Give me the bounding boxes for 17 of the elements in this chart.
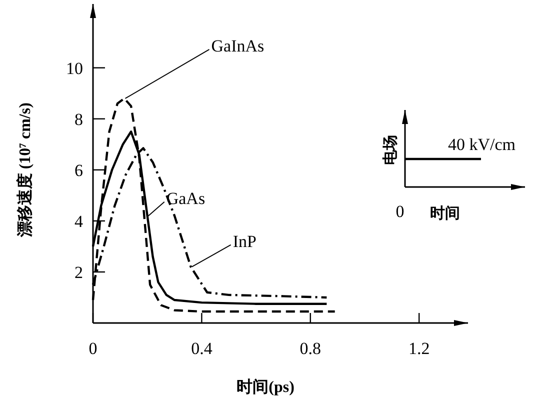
y-tick-label: 4 (74, 212, 84, 231)
y-tick-label: 2 (74, 262, 83, 282)
text: 电场 (382, 135, 399, 165)
text: GaInAs (211, 36, 264, 56)
x-tick-label: 0 (88, 339, 98, 358)
x-tick-label: 0.4 (191, 339, 213, 358)
text: InP (232, 232, 256, 251)
y-tick-label: 6 (74, 160, 83, 180)
x-tick-label: 1.2 (408, 339, 430, 358)
y-tick-label: 10 (66, 58, 83, 78)
y-axis-title: 漂移速度 (10⁷ cm/s) (15, 102, 34, 238)
text: 时间 (430, 205, 460, 222)
annotation: 0 (396, 202, 404, 221)
y-tick-label: 8 (74, 110, 83, 129)
x-axis-title: 时间(ps) (236, 378, 294, 396)
annotation: 40 kV/cm (448, 135, 516, 154)
x-tick-label: 0.8 (300, 339, 322, 358)
